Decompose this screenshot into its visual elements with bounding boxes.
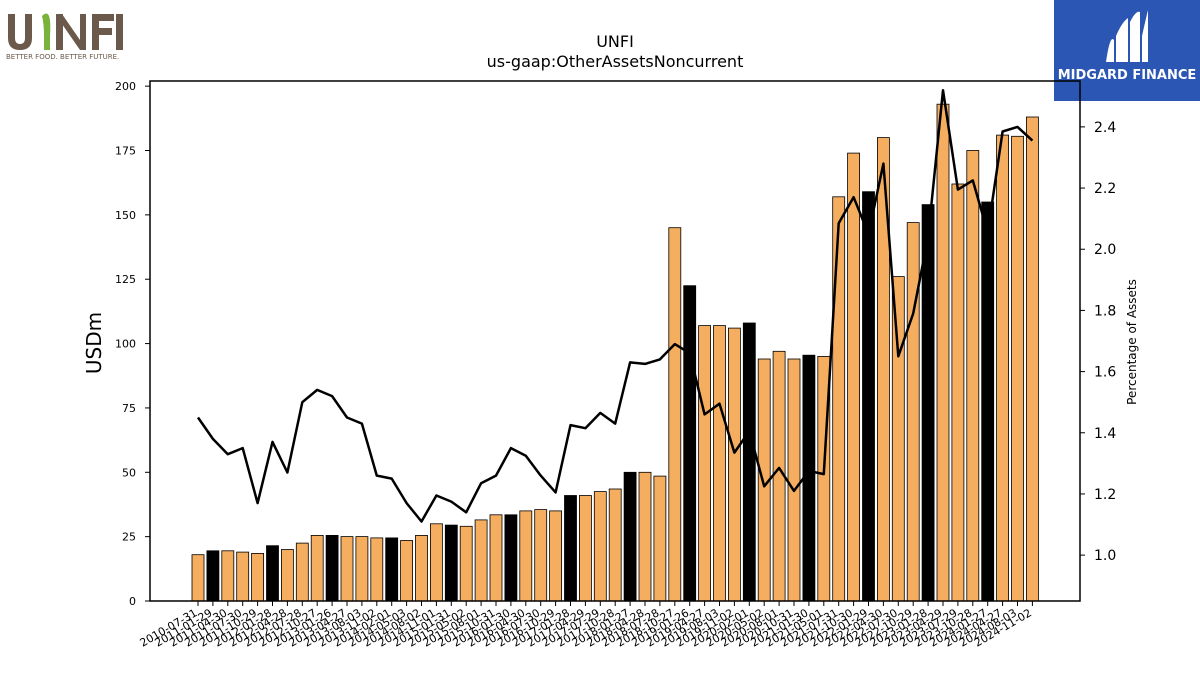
y-tick-label: 175 — [115, 145, 136, 158]
bar — [266, 545, 279, 602]
bar — [906, 222, 920, 602]
bar — [370, 537, 384, 602]
y2-tick-label: 1.0 — [1094, 548, 1116, 564]
midgard-finance-logo: MIDGARD FINANCE — [1054, 0, 1200, 101]
chart-titles: UNFI us-gaap:OtherAssetsNoncurrent — [400, 32, 830, 72]
chart-title: UNFI — [596, 32, 634, 51]
bar — [549, 510, 562, 602]
y2-tick-label: 2.2 — [1094, 181, 1116, 197]
bar — [295, 542, 309, 602]
bar — [236, 551, 250, 602]
bar — [593, 491, 607, 602]
y2-tick-label: 1.6 — [1094, 365, 1116, 381]
y2-axis-label: Percentage of Assets — [1125, 279, 1139, 405]
bars-layer — [191, 103, 1039, 602]
bar — [683, 285, 697, 602]
bar — [385, 537, 399, 602]
bar — [862, 191, 875, 602]
bar — [728, 327, 741, 602]
y-tick-label: 0 — [129, 595, 136, 608]
bar — [638, 471, 652, 602]
midgard-emblem-icon — [1106, 10, 1148, 62]
y2-tick-label: 1.4 — [1094, 426, 1116, 442]
bar — [355, 536, 369, 602]
y-tick-label: 50 — [122, 466, 136, 479]
bar — [996, 134, 1009, 602]
bar — [325, 535, 339, 602]
y2-tick-label: 2.4 — [1094, 120, 1116, 136]
bar — [474, 519, 488, 602]
unfi-logo: BETTER FOOD. BETTER FUTURE. — [4, 4, 134, 62]
y2-tick-label: 1.2 — [1094, 487, 1116, 503]
bar — [221, 550, 235, 602]
bar — [429, 523, 443, 602]
bar — [787, 358, 801, 602]
bar — [459, 525, 473, 602]
bar — [251, 553, 265, 602]
bar — [966, 150, 980, 602]
bar — [444, 524, 458, 602]
bar — [981, 201, 995, 602]
bar — [191, 554, 205, 602]
bar — [847, 152, 860, 602]
y2-tick-label: 2.0 — [1094, 242, 1116, 258]
bar — [891, 276, 905, 602]
bar — [1011, 135, 1024, 602]
bar — [653, 475, 667, 602]
y-axis-left: 0 25 50 75 100 125 150 175 200 — [115, 80, 150, 608]
bar — [519, 510, 533, 602]
y-tick-label: 25 — [122, 531, 136, 544]
bar — [564, 495, 577, 602]
bar — [310, 535, 324, 602]
bar — [400, 540, 414, 602]
percentage-line — [196, 88, 1034, 523]
unfi-wordmark — [8, 13, 123, 50]
midgard-brand-text: MIDGARD FINANCE — [1057, 68, 1197, 83]
y-axis-right: 1.0 1.2 1.4 1.6 1.8 2.0 2.2 2.4 — [1080, 120, 1116, 564]
y-tick-label: 100 — [115, 338, 136, 351]
bar — [608, 488, 622, 602]
bar — [415, 535, 428, 602]
bar — [504, 514, 518, 602]
bar — [489, 514, 503, 602]
bar — [579, 495, 592, 602]
y-tick-label: 150 — [115, 209, 136, 222]
bar — [668, 227, 682, 602]
x-axis: 2010-07-312011-01-292011-04-302011-07-30… — [138, 601, 1034, 650]
bar — [698, 325, 711, 602]
bar — [713, 325, 726, 602]
bar — [832, 196, 846, 602]
line-layer — [196, 88, 1034, 523]
bar — [340, 536, 354, 602]
bar — [951, 183, 965, 602]
bar — [936, 103, 950, 602]
bar — [280, 549, 294, 602]
bar — [623, 471, 637, 602]
y-tick-label: 125 — [115, 273, 136, 286]
bar — [742, 322, 756, 602]
bar — [534, 509, 548, 602]
bar — [206, 550, 220, 602]
y-tick-label: 75 — [122, 402, 136, 415]
y-axis-label: USDm — [82, 312, 106, 374]
chart-subtitle: us-gaap:OtherAssetsNoncurrent — [486, 52, 744, 71]
y-tick-label: 200 — [115, 80, 136, 93]
y2-tick-label: 1.8 — [1094, 303, 1116, 319]
bar — [1026, 116, 1039, 602]
unfi-tagline: BETTER FOOD. BETTER FUTURE. — [6, 53, 119, 61]
